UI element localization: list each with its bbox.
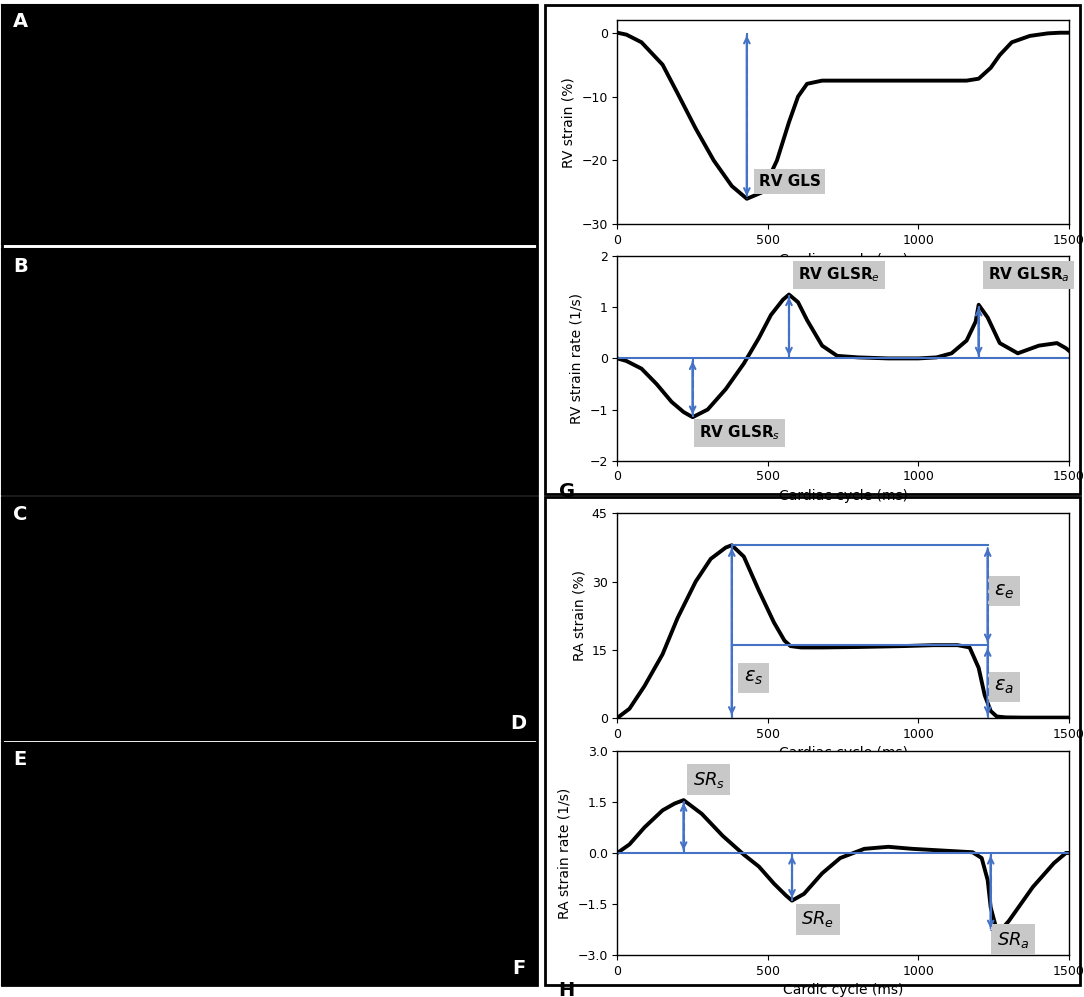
Text: H: H [558, 981, 575, 997]
Y-axis label: RV strain rate (1/s): RV strain rate (1/s) [570, 293, 584, 424]
Y-axis label: RA strain (%): RA strain (%) [572, 570, 586, 661]
Text: F: F [513, 959, 526, 978]
Text: B: B [13, 256, 27, 275]
Text: $SR_s$: $SR_s$ [693, 770, 725, 790]
Text: $SR_e$: $SR_e$ [801, 909, 835, 929]
Text: RV GLSR$_a$: RV GLSR$_a$ [988, 265, 1070, 284]
X-axis label: Cardiac cycle (ms): Cardiac cycle (ms) [778, 746, 907, 760]
Text: RV GLSR$_s$: RV GLSR$_s$ [699, 424, 780, 443]
Text: C: C [13, 504, 27, 523]
Y-axis label: RA strain rate (1/s): RA strain rate (1/s) [558, 788, 571, 918]
Text: $\varepsilon_e$: $\varepsilon_e$ [994, 582, 1014, 600]
Text: RV GLSR$_e$: RV GLSR$_e$ [798, 265, 880, 284]
Text: $\varepsilon_s$: $\varepsilon_s$ [744, 669, 763, 687]
X-axis label: Cardiac cycle (ms): Cardiac cycle (ms) [778, 252, 907, 266]
Y-axis label: RV strain (%): RV strain (%) [562, 77, 576, 167]
X-axis label: Cardiac cycle (ms): Cardiac cycle (ms) [778, 489, 907, 502]
Text: A: A [13, 12, 28, 31]
Text: E: E [13, 750, 26, 769]
Text: $\varepsilon_a$: $\varepsilon_a$ [994, 678, 1014, 696]
X-axis label: Cardic cycle (ms): Cardic cycle (ms) [783, 983, 903, 997]
Text: $SR_a$: $SR_a$ [996, 930, 1030, 950]
Text: G: G [558, 483, 575, 501]
Text: D: D [509, 714, 526, 733]
Text: RV GLS: RV GLS [759, 174, 821, 189]
